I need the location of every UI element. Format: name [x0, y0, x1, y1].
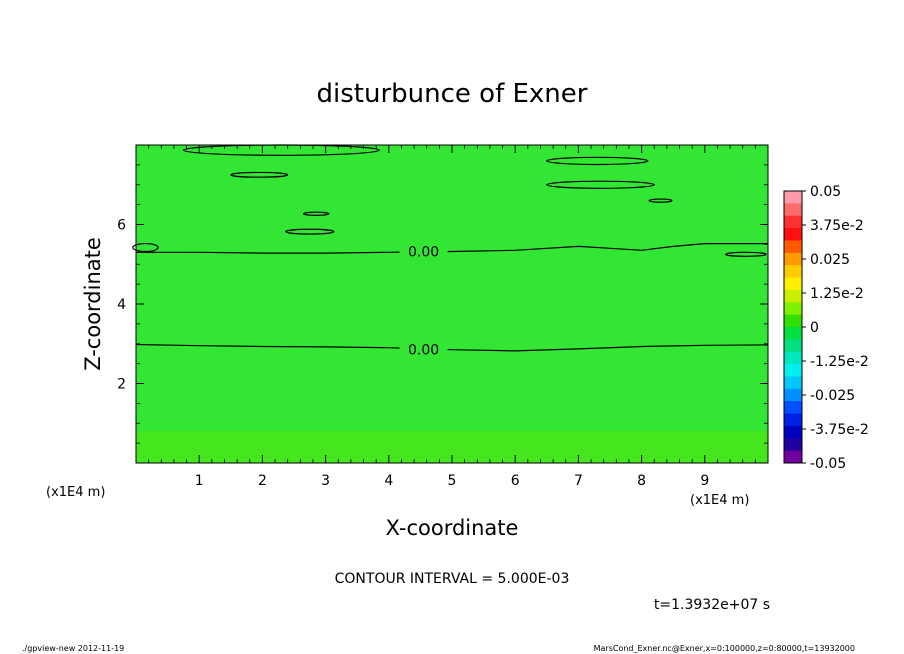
x-tick-label: 4: [384, 473, 393, 489]
closed-contour: [648, 198, 673, 203]
y-tick-label: 4: [117, 297, 126, 313]
x-tick-label: 5: [448, 473, 457, 489]
closed-contour: [725, 251, 767, 257]
x-tick-label: 3: [321, 473, 330, 489]
closed-contour: [230, 171, 289, 178]
closed-contour: [285, 228, 335, 235]
colorbar-label: -3.75e-2: [810, 422, 869, 438]
colorbar-segment: [784, 339, 802, 353]
closed-contour: [302, 211, 330, 216]
colorbar-segment: [784, 228, 802, 241]
contour-labels: 0.00 0.00: [399, 243, 448, 359]
x-tick-label: 7: [574, 473, 583, 489]
x-unit-left: (x1E4 m): [46, 485, 105, 500]
closed-contour: [546, 180, 655, 189]
contour-label: 0.00: [408, 245, 439, 261]
footer-left: ./gpview-new 2012-11-19: [22, 644, 124, 653]
x-tick-label: 6: [511, 473, 520, 489]
contour-label-bg: [399, 341, 448, 358]
y-axis-label: Z-coordinate: [81, 237, 105, 371]
colorbar-segment: [784, 413, 802, 427]
y-tick-label: 6: [117, 218, 126, 234]
contour-label-bg: [399, 243, 448, 260]
x-axis-label: X-coordinate: [386, 516, 519, 540]
colorbar: 0.05 3.75e-2 0.025 1.25e-2 0 -1.25e-2 -0.025 -3…: [783, 184, 869, 472]
footer-right: MarsCond_Exner.nc@Exner,x=0:100000,z=0:8…: [594, 644, 855, 653]
field-fill: [136, 145, 768, 463]
colorbar-segment: [784, 364, 802, 377]
colorbar-segment: [784, 327, 802, 340]
colorbar-segment: [784, 191, 802, 204]
colorbar-segment: [784, 401, 802, 415]
closed-contour: [132, 242, 159, 253]
plot-area: 0.00 0.00 1 2 3 4 5 6 7 8 9 2 4 6: [117, 144, 769, 489]
colorbar-segment: [784, 314, 802, 328]
colorbar-segment: [784, 240, 802, 254]
colorbar-segment: [784, 450, 802, 464]
contour-lines: [132, 144, 769, 352]
chart-title: disturbunce of Exner: [317, 79, 588, 109]
contour-interval: CONTOUR INTERVAL = 5.000E-03: [335, 571, 570, 587]
colorbar-label: 1.25e-2: [810, 286, 864, 302]
colorbar-label: 3.75e-2: [810, 218, 864, 234]
colorbar-label: 0.05: [810, 184, 841, 200]
colorbar-segment: [784, 425, 802, 439]
colorbar-label: -0.05: [810, 456, 846, 472]
contour-line: [136, 243, 768, 254]
y-tick-label: 2: [117, 377, 126, 393]
colorbar-segment: [784, 215, 802, 229]
contour-line: [135, 343, 769, 352]
colorbar-segment: [784, 388, 802, 402]
colorbar-segment: [784, 203, 802, 217]
colorbar-segment: [784, 302, 802, 316]
colorbar-label: 0.025: [810, 252, 850, 268]
colorbar-segment: [784, 252, 802, 266]
x-tick-label: 1: [195, 473, 204, 489]
colorbar-segment: [784, 376, 802, 390]
colorbar-segment: [784, 351, 802, 365]
time-stamp: t=1.3932e+07 s: [654, 597, 770, 613]
colorbar-label: 0: [810, 320, 819, 336]
colorbar-segment: [784, 438, 802, 452]
colorbar-label: -1.25e-2: [810, 354, 869, 370]
contour-label: 0.00: [408, 343, 439, 359]
x-unit-right: (x1E4 m): [690, 493, 749, 508]
x-tick-label: 2: [258, 473, 267, 489]
colorbar-label: -0.025: [810, 388, 855, 404]
colorbar-segment: [784, 277, 802, 291]
colorbar-segment: [784, 265, 802, 279]
x-tick-label: 9: [700, 473, 709, 489]
closed-contour: [546, 156, 649, 166]
axis-ticks: 1 2 3 4 5 6 7 8 9 2 4 6: [117, 145, 768, 489]
x-tick-label: 8: [637, 473, 646, 489]
colorbar-segment: [784, 289, 802, 303]
